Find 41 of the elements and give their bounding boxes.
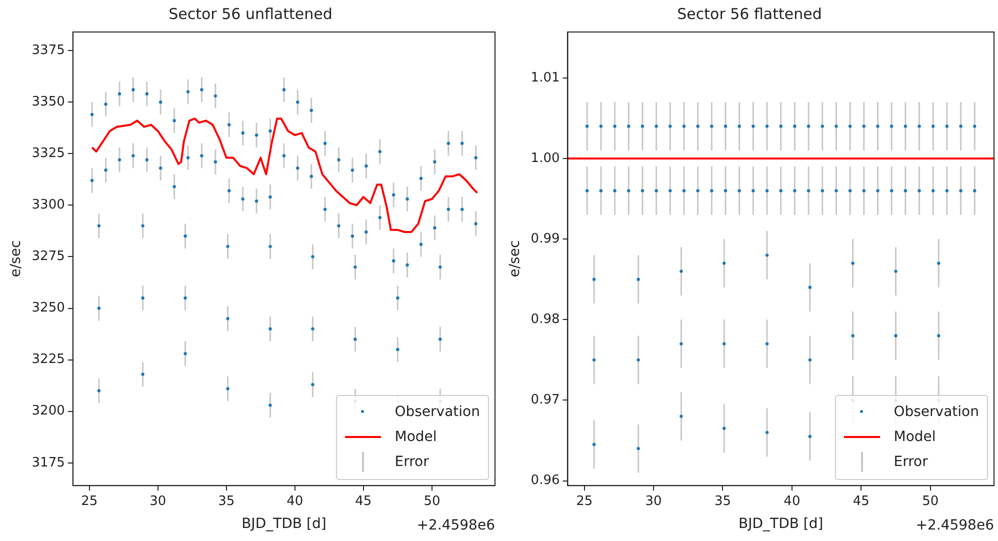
text: +2.4598e6 [416, 518, 496, 534]
legend-label: Observation [894, 404, 979, 420]
x-tick-label: 30 [150, 494, 166, 509]
legend-label: Error [394, 454, 429, 470]
y-tick-label: 0.97 [530, 392, 560, 408]
x-tick-label: 45 [852, 494, 870, 509]
x-axis-title: BJD_TDB [d] [242, 516, 326, 532]
y-axis-title: e/sec [507, 240, 524, 278]
legend-label: Model [894, 429, 936, 446]
legend-label: Model [394, 429, 437, 446]
x-tick-label: 25 [81, 494, 98, 509]
y-tick-label: 3375 [32, 42, 65, 58]
x-tick-label: 45 [355, 494, 372, 509]
y-tick-label: 3350 [32, 94, 65, 110]
chart-title: Sector 56 unflattened [168, 4, 332, 23]
y-tick-label: 1.01 [530, 70, 560, 86]
y-tick-label: 3250 [32, 300, 65, 316]
y-tick-label: 3300 [32, 198, 65, 213]
chart-title: Sector 56 flattened [677, 4, 822, 23]
y-tick-label: 1.00 [530, 150, 560, 166]
x-tick-label: 50 [922, 494, 939, 509]
y-tick-label: 0.99 [530, 231, 560, 246]
y-tick-label: 0.98 [530, 312, 560, 328]
x-tick-label: 30 [645, 494, 662, 509]
y-tick-label: 3275 [32, 249, 65, 264]
x-tick-label: 40 [286, 494, 304, 509]
x-axis-title: BJD_TDB [d] [738, 516, 824, 532]
y-tick-label: 3200 [32, 404, 65, 419]
y-tick-label: 3225 [32, 352, 65, 368]
legend-label: Error [894, 454, 928, 470]
legend-label: Observation [394, 404, 480, 420]
x-tick-label: 35 [218, 494, 235, 509]
y-tick-label: 3325 [32, 146, 65, 162]
text: +2.4598e6 [916, 518, 994, 534]
y-tick-label: 3175 [32, 455, 65, 470]
x-tick-label: 40 [784, 494, 800, 509]
x-tick-label: 35 [714, 494, 732, 509]
y-tick-label: 0.96 [530, 473, 560, 488]
x-tick-label: 25 [576, 494, 593, 509]
y-axis-title: e/sec [8, 240, 24, 278]
x-tick-label: 50 [424, 494, 440, 509]
